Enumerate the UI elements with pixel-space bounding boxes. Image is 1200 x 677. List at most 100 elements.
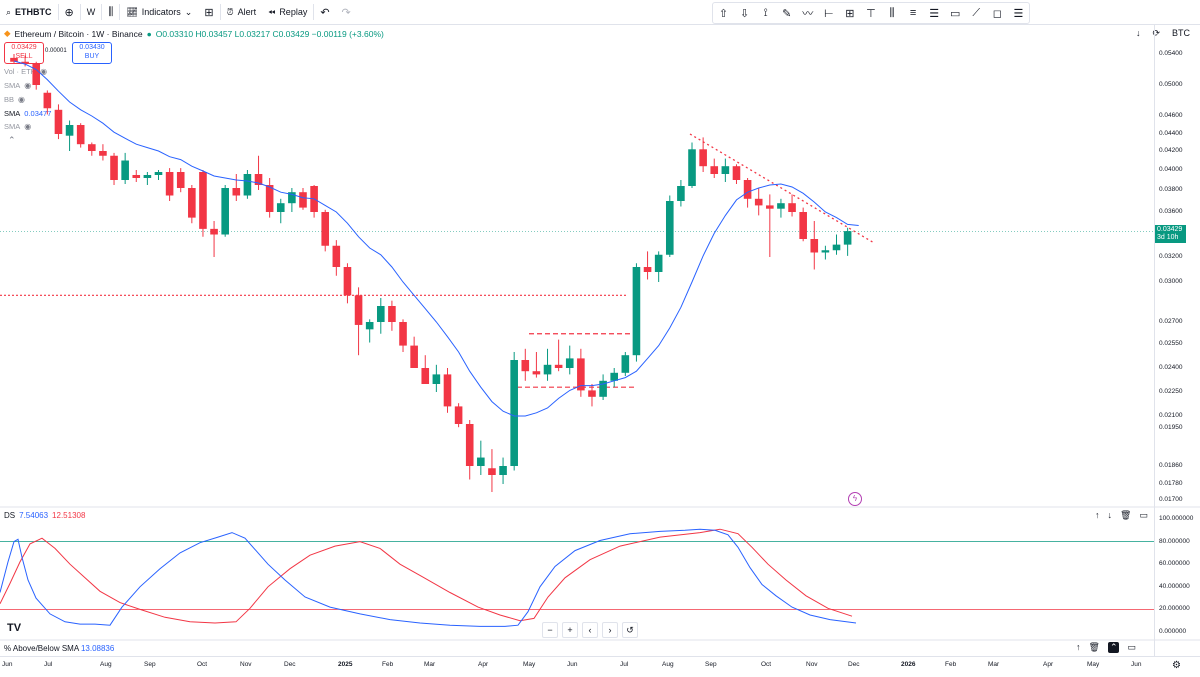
oscillator-value-1: 7.54063 bbox=[19, 511, 49, 520]
buy-button[interactable]: 0.03430 BUY bbox=[72, 42, 112, 64]
move-up-icon[interactable]: ↑ bbox=[1076, 642, 1081, 652]
restore-icon[interactable]: ⌃ bbox=[1107, 642, 1120, 653]
channel-icon[interactable]: ☰ bbox=[929, 7, 940, 20]
oscillator-name[interactable]: DS bbox=[4, 511, 16, 520]
lower-indicator-name[interactable]: % Above/Below SMA bbox=[4, 644, 79, 653]
indicator-sma-2[interactable]: SMA 0.03477 bbox=[4, 109, 51, 118]
delete-icon[interactable]: 🗑︎ bbox=[1120, 510, 1132, 520]
time-tick-label: Feb bbox=[945, 661, 957, 668]
candle-body bbox=[88, 144, 96, 151]
zigzag-icon[interactable]: 〰 bbox=[802, 8, 814, 20]
eye-icon[interactable]: ◉ bbox=[18, 95, 25, 104]
time-tick-label: Aug bbox=[100, 661, 112, 668]
collapse-legend-icon[interactable]: ⌃ bbox=[8, 135, 16, 145]
divider bbox=[219, 4, 221, 20]
candle-body bbox=[632, 267, 641, 356]
price-axis[interactable] bbox=[1154, 24, 1200, 656]
legend-ohlc: O0.03310 H0.03457 L0.03217 C0.03429 −0.0… bbox=[155, 28, 384, 39]
trend-line-icon[interactable]: ⟋ bbox=[972, 6, 981, 19]
candle-body bbox=[688, 149, 696, 186]
indicator-vol[interactable]: Vol · ETH ◉ bbox=[4, 67, 47, 76]
move-down-icon[interactable]: ↓ bbox=[1107, 510, 1113, 520]
pattern-icon[interactable]: ⟟ bbox=[763, 6, 768, 19]
price-tick-label: 0.01860 bbox=[1159, 462, 1183, 469]
price-tick-label: 0.03000 bbox=[1159, 278, 1183, 285]
lines-icon[interactable]: ≡ bbox=[909, 7, 917, 19]
indicator-label: SMA bbox=[4, 81, 21, 90]
price-tick-label: 0.03200 bbox=[1159, 253, 1183, 260]
pencil-icon[interactable]: ✎ bbox=[782, 7, 792, 20]
zoom-in-icon[interactable]: + bbox=[562, 622, 578, 638]
trend-line bbox=[689, 133, 876, 245]
reset-icon[interactable]: ↺ bbox=[622, 622, 638, 638]
maximize-icon[interactable]: ▭ bbox=[1127, 642, 1136, 652]
eye-icon[interactable]: ◉ bbox=[24, 122, 32, 131]
oscillator-tick-label: 80.000000 bbox=[1159, 537, 1190, 545]
candle-body bbox=[10, 57, 18, 62]
select-box-icon[interactable]: ◻ bbox=[992, 7, 1002, 20]
time-tick-label: Jul bbox=[620, 661, 629, 668]
delete-icon[interactable]: 🗑︎ bbox=[1088, 642, 1100, 652]
lightning-icon[interactable]: ϟ bbox=[848, 492, 862, 506]
compare-button[interactable]: ⊕ bbox=[59, 0, 80, 24]
templates-button[interactable]: ⊞ bbox=[198, 0, 219, 24]
oscillator-legend: DS 7.54063 12.51308 bbox=[4, 511, 85, 520]
fib-icon[interactable]: ⊞ bbox=[845, 7, 855, 20]
sma-line bbox=[13, 60, 859, 417]
arrow-down-icon[interactable]: ⇩ bbox=[739, 7, 750, 20]
time-tick-label: Apr bbox=[1043, 661, 1054, 668]
scroll-right-icon[interactable]: › bbox=[602, 622, 618, 638]
scroll-left-icon[interactable]: ‹ bbox=[582, 622, 598, 638]
horizontal-lines-icon[interactable]: ☰ bbox=[1013, 7, 1024, 20]
currency-label[interactable]: BTC bbox=[1172, 28, 1190, 38]
candle-body bbox=[577, 358, 585, 391]
indicator-bb[interactable]: BB ◉ bbox=[4, 95, 25, 104]
long-position-icon[interactable]: ⊢ bbox=[824, 7, 834, 20]
candle-body bbox=[343, 267, 352, 296]
tradingview-logo[interactable]: TV bbox=[7, 622, 22, 634]
candle-body bbox=[743, 180, 752, 199]
alert-button[interactable]: ⏰︎ Alert bbox=[221, 0, 263, 24]
candle-icon[interactable]: ⫼ bbox=[889, 6, 895, 19]
legend-title[interactable]: Ethereum / Bitcoin · 1W · Binance bbox=[14, 28, 143, 39]
candle-body bbox=[721, 166, 730, 174]
candle-body bbox=[265, 185, 274, 212]
maximize-icon[interactable]: ▭ bbox=[1139, 510, 1148, 520]
time-tick-label: Apr bbox=[478, 661, 489, 668]
redo-button[interactable]: ↷ bbox=[336, 0, 357, 24]
time-axis[interactable] bbox=[0, 656, 1200, 677]
indicators-button[interactable]: 📈︎ Indicators ⌄ bbox=[120, 0, 198, 24]
symbol-search[interactable]: ⌕ ETHBTC bbox=[0, 0, 58, 24]
alert-label: Alert bbox=[237, 7, 257, 17]
last-price: 0.03429 bbox=[1157, 226, 1183, 233]
undo-button[interactable]: ↶ bbox=[314, 0, 335, 24]
candle-body bbox=[443, 374, 452, 407]
move-up-icon[interactable]: ↑ bbox=[1095, 510, 1100, 520]
indicator-sma-1[interactable]: SMA ◉ bbox=[4, 81, 31, 90]
measure-icon[interactable]: ⊤ bbox=[866, 7, 876, 20]
zoom-out-icon[interactable]: − bbox=[542, 622, 558, 638]
rectangle-icon[interactable]: ▭ bbox=[950, 7, 961, 20]
indicator-label: BB bbox=[4, 95, 15, 104]
eye-icon[interactable]: ◉ bbox=[24, 81, 32, 90]
candle-body bbox=[766, 205, 774, 209]
indicator-sma-3[interactable]: SMA ◉ bbox=[4, 122, 31, 131]
download-icon[interactable]: ↓ bbox=[1135, 28, 1141, 38]
arrow-up-icon[interactable]: ⇧ bbox=[718, 7, 729, 20]
replay-button[interactable]: ⏪︎ Replay bbox=[262, 0, 313, 24]
sell-label: SELL bbox=[15, 53, 33, 60]
chart-type-button[interactable]: ⫼ bbox=[102, 0, 119, 24]
interval-button[interactable]: W bbox=[81, 0, 102, 24]
candle-body bbox=[810, 239, 819, 253]
candle-body bbox=[543, 364, 552, 375]
eye-icon[interactable]: ◉ bbox=[40, 67, 48, 76]
gear-icon[interactable]: ⚙ bbox=[1172, 660, 1181, 671]
oscillator-tick-label: 0.000000 bbox=[1159, 628, 1187, 635]
candle-body bbox=[154, 172, 163, 175]
refresh-icon[interactable]: ⟳ bbox=[1152, 28, 1160, 38]
candle-body bbox=[777, 203, 785, 209]
candle-body bbox=[65, 125, 74, 136]
price-tick-label: 0.02250 bbox=[1159, 388, 1183, 395]
plus-circle-icon: ⊕ bbox=[64, 6, 74, 19]
